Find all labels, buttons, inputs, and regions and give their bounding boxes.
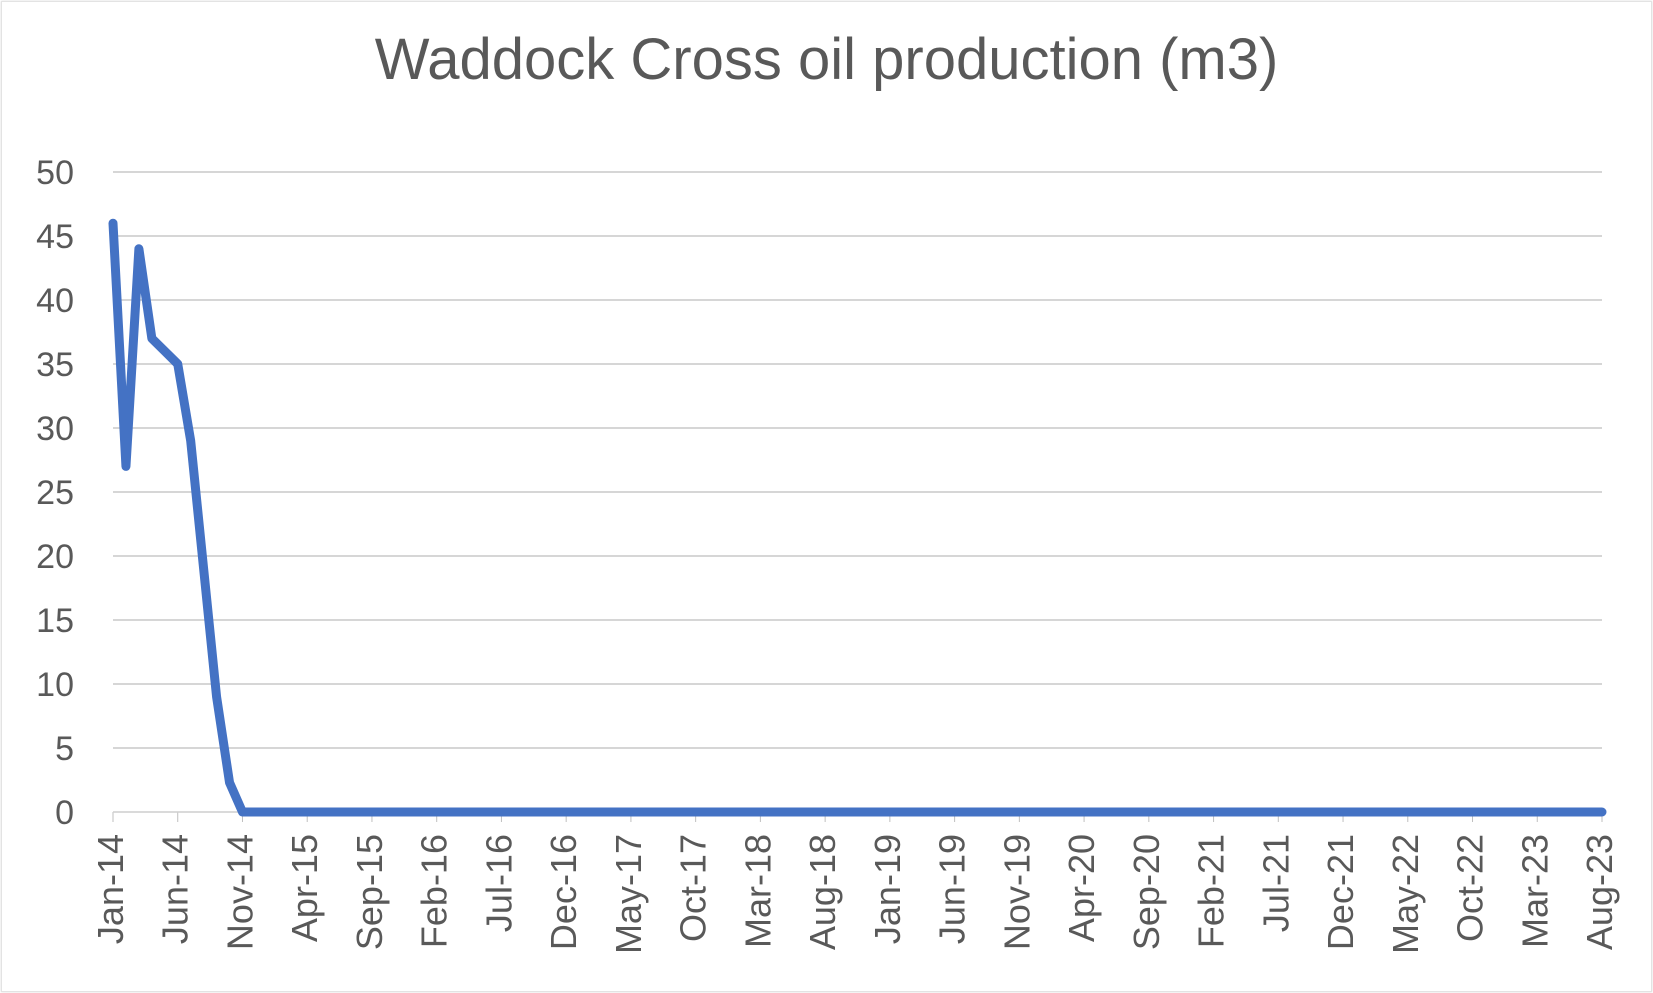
svg-text:Jul-21: Jul-21 [1255, 834, 1296, 932]
svg-text:25: 25 [36, 474, 74, 512]
svg-text:Aug-18: Aug-18 [802, 834, 843, 950]
svg-text:Dec-16: Dec-16 [543, 834, 584, 950]
svg-text:Apr-20: Apr-20 [1061, 834, 1102, 942]
svg-text:15: 15 [36, 602, 74, 640]
svg-text:30: 30 [36, 410, 74, 448]
svg-text:40: 40 [36, 282, 74, 320]
svg-text:Nov-19: Nov-19 [996, 834, 1037, 950]
svg-text:Mar-18: Mar-18 [737, 834, 778, 948]
svg-text:May-22: May-22 [1385, 834, 1426, 954]
svg-text:Dec-21: Dec-21 [1320, 834, 1361, 950]
svg-text:Oct-22: Oct-22 [1450, 834, 1491, 942]
svg-text:Jul-16: Jul-16 [478, 834, 519, 932]
svg-text:45: 45 [36, 218, 74, 256]
svg-text:Jun-14: Jun-14 [155, 834, 196, 944]
svg-text:Aug-23: Aug-23 [1579, 834, 1620, 950]
svg-text:10: 10 [36, 666, 74, 704]
svg-text:Jan-19: Jan-19 [867, 834, 908, 944]
svg-text:Sep-20: Sep-20 [1126, 834, 1167, 950]
svg-text:5: 5 [55, 730, 74, 768]
svg-text:20: 20 [36, 538, 74, 576]
svg-text:Nov-14: Nov-14 [219, 834, 260, 950]
svg-text:Feb-21: Feb-21 [1191, 834, 1232, 948]
svg-text:35: 35 [36, 346, 74, 384]
svg-text:50: 50 [36, 154, 74, 192]
svg-text:0: 0 [55, 794, 74, 832]
svg-text:Feb-16: Feb-16 [414, 834, 455, 948]
svg-text:Jun-19: Jun-19 [932, 834, 973, 944]
svg-text:Jan-14: Jan-14 [90, 834, 131, 944]
svg-text:Apr-15: Apr-15 [284, 834, 325, 942]
svg-text:Sep-15: Sep-15 [349, 834, 390, 950]
svg-text:Oct-17: Oct-17 [673, 834, 714, 942]
svg-text:Mar-23: Mar-23 [1514, 834, 1555, 948]
svg-text:May-17: May-17 [608, 834, 649, 954]
